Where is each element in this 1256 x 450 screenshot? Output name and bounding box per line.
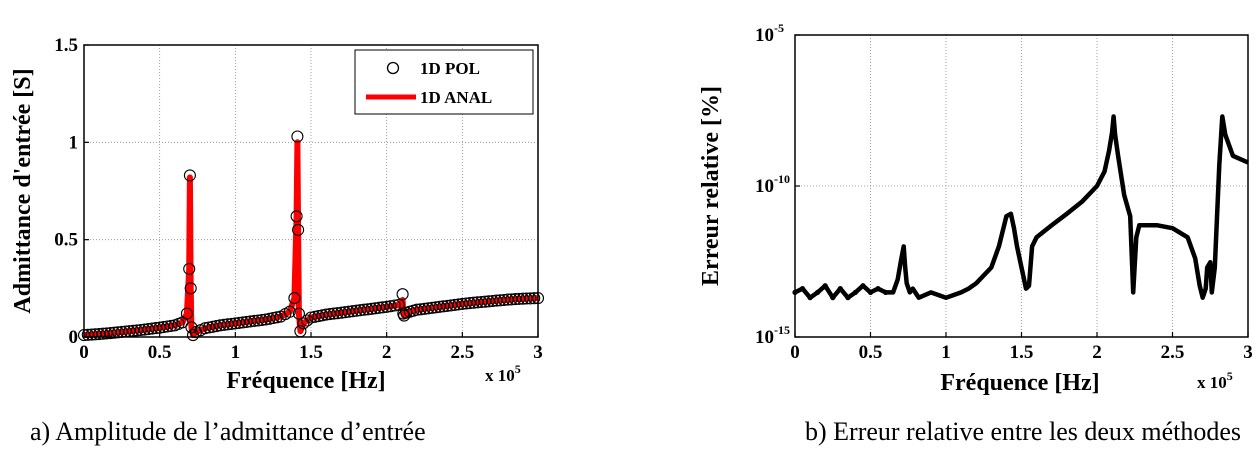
series-1d-pol-point [233,316,246,329]
series-1d-pol-point [369,302,382,315]
series-1d-pol-point [183,169,196,182]
series-1d-pol-point [304,311,318,324]
series-1d-pol-point [320,308,333,321]
panel-a-series [77,130,545,342]
series-1d-pol-point [410,303,423,316]
series-1d-pol-point [161,320,174,333]
series-1d-pol-point [524,292,537,305]
y-tick-label: 0 [69,327,79,348]
series-1d-pol-point [346,305,359,318]
series-1d-pol-point [229,317,242,330]
series-1d-pol-point [528,292,541,305]
series-1d-pol-point [157,321,170,334]
x-tick-label: 2 [1092,342,1102,363]
series-1d-pol-point [365,302,378,315]
x-tick-label: 2.5 [450,342,474,363]
series-1d-pol-point [323,308,336,321]
series-1d-pol-point [142,323,155,336]
series-1d-pol-point [183,262,196,275]
series-relative-error-line [793,114,1249,300]
legend-1d-anal-label: 1D ANAL [420,88,492,107]
x-tick-label: 3 [533,342,543,363]
panel-b-ticks: 0 0.5 1 1.5 2 2.5 3 10-15 10-10 10-5 [755,21,1253,363]
x-tick-label: 0.5 [859,342,883,363]
series-1d-pol-point [373,301,386,314]
x-tick-label: 0 [79,342,89,363]
series-1d-pol-point [267,311,280,325]
series-1d-pol-point [292,307,305,320]
x-tick-label: 1 [231,342,241,363]
y-tick-label: 0.5 [54,230,78,251]
series-1d-pol-point [270,311,283,324]
x-tick-label: 1 [941,342,951,363]
y-tick-label: 1.5 [54,35,78,56]
panel-b-x-multiplier: x 105 [1197,369,1233,392]
series-1d-pol-point [206,320,219,333]
panel-b: 0 0.5 1 1.5 2 2.5 3 10-15 10-10 10-5 x 105 Fréque… [698,21,1253,446]
x-tick-label: 2 [382,342,392,363]
x-tick-label: 0.5 [148,342,172,363]
series-1d-pol-point [338,306,352,319]
x-tick-label: 0 [790,342,800,363]
series-1d-pol-point [388,299,401,312]
series-1d-pol-point [297,317,310,330]
panel-a-legend: 1D POL 1D ANAL [354,49,534,115]
series-1d-pol-point [437,300,450,313]
series-1d-pol-point [251,314,265,327]
series-1d-pol-point [202,321,215,334]
series-1d-pol-point [255,313,268,327]
series-1d-pol-point [290,210,303,223]
panel-a: 0 0.5 1 1.5 2 2.5 3 0 0.5 1 1.5 x 105 Fréquence [H… [10,35,545,446]
legend-1d-pol-marker [386,61,400,75]
panel-a-x-multiplier: x 105 [485,362,521,385]
series-1d-pol-point [180,307,193,320]
series-1d-pol-point [292,223,305,236]
x-tick-label: 3 [1243,342,1253,363]
series-1d-pol-point [185,321,198,334]
panel-b-caption: b) Erreur relative entre les deux méthod… [805,417,1241,446]
series-1d-pol-point [342,305,355,318]
panel-a-caption: a) Amplitude de l’admittance d’entrée [30,417,426,446]
series-1d-pol-point [308,310,321,323]
series-1d-pol-point [350,304,363,317]
series-1d-pol-point [291,130,304,143]
panel-a-ticks: 0 0.5 1 1.5 2 2.5 3 0 0.5 1 1.5 [54,35,543,363]
panel-b-series [792,114,1249,301]
panel-a-x-axis-label: Fréquence [Hz] [226,368,385,394]
panel-b-x-axis-label: Fréquence [Hz] [940,370,1099,396]
panel-a-legend-box [354,49,534,115]
x-tick-label: 1.5 [299,342,323,363]
series-1d-pol-point [433,300,446,313]
y-tick-label: 10-10 [755,172,790,197]
series-1d-pol-point [396,288,409,301]
series-1d-pol-point [380,300,393,313]
series-1d-pol-point [283,305,296,318]
series-1d-pol-point [236,316,249,329]
x-tick-label: 2.5 [1161,342,1185,363]
panel-a-y-axis-label: Admittance d'entrée [S] [10,68,36,313]
series-1d-pol-point [288,292,301,305]
series-1d-pol-point [418,302,431,315]
x-tick-label: 1.5 [1010,342,1034,363]
series-1d-pol-point [301,314,314,327]
panel-b-y-axis-label: Erreur relative [%] [698,86,724,286]
y-tick-label: 10-15 [755,323,790,348]
y-tick-label: 10-5 [755,21,784,46]
series-1d-pol-point [414,303,427,316]
series-1d-pol-point [259,313,272,326]
series-1d-pol-point [384,300,397,313]
y-tick-label: 1 [69,132,79,153]
series-1d-pol-point [184,282,197,295]
legend-1d-pol-label: 1D POL [420,59,480,78]
series-1d-pol-point [164,319,178,332]
series-1d-pol-point [214,319,227,332]
series-1d-pol-point [199,322,212,335]
series-1d-pol-point [376,301,389,314]
series-1d-pol-point [138,323,151,336]
